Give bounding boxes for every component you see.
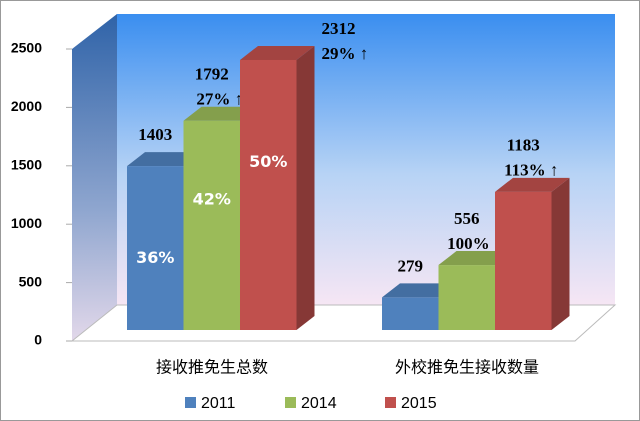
legend-swatch [285,397,296,408]
side-wall [72,14,117,341]
x-tick-label: 外校推免生接收数量 [395,358,539,377]
bar-top [438,251,513,266]
y-tick-label: 500 [19,273,43,289]
bar-top [127,152,202,167]
bar-top [382,283,457,298]
value-label: 556 [454,209,480,228]
growth-label: 113% ↑ [504,161,558,180]
y-tick-label: 0 [34,332,42,348]
growth-label: 27% ↑ [196,90,243,109]
percent-label: 42% [193,190,231,209]
bar-side [296,45,315,330]
legend-label: 2014 [301,395,337,412]
value-label: 1403 [138,125,172,144]
value-label: 1183 [507,136,540,155]
bar [438,265,495,330]
bar [495,191,552,330]
bar-top [495,177,570,192]
value-label: 1792 [195,65,229,84]
bar [240,59,297,330]
value-label: 279 [398,256,424,275]
y-tick-label: 1000 [11,215,42,231]
bar-top [183,106,258,121]
bar-side [551,177,570,330]
legend-label: 2015 [401,395,437,412]
y-tick-label: 2000 [11,98,42,114]
bar-top [240,45,315,60]
bar [183,120,240,330]
legend-label: 2011 [201,395,236,412]
bar [127,166,184,330]
percent-label: 36% [136,248,174,267]
x-tick-label: 接收推免生总数 [156,358,268,377]
y-tick-label: 2500 [11,40,42,56]
legend-swatch [385,397,396,408]
growth-label: 100% ↑ [447,234,502,253]
percent-label: 50% [249,152,287,171]
legend-swatch [185,397,196,408]
growth-label: 29% ↑ [322,44,369,63]
value-label: 2312 [322,19,356,38]
bar [382,297,439,330]
y-tick-label: 1500 [11,157,42,173]
